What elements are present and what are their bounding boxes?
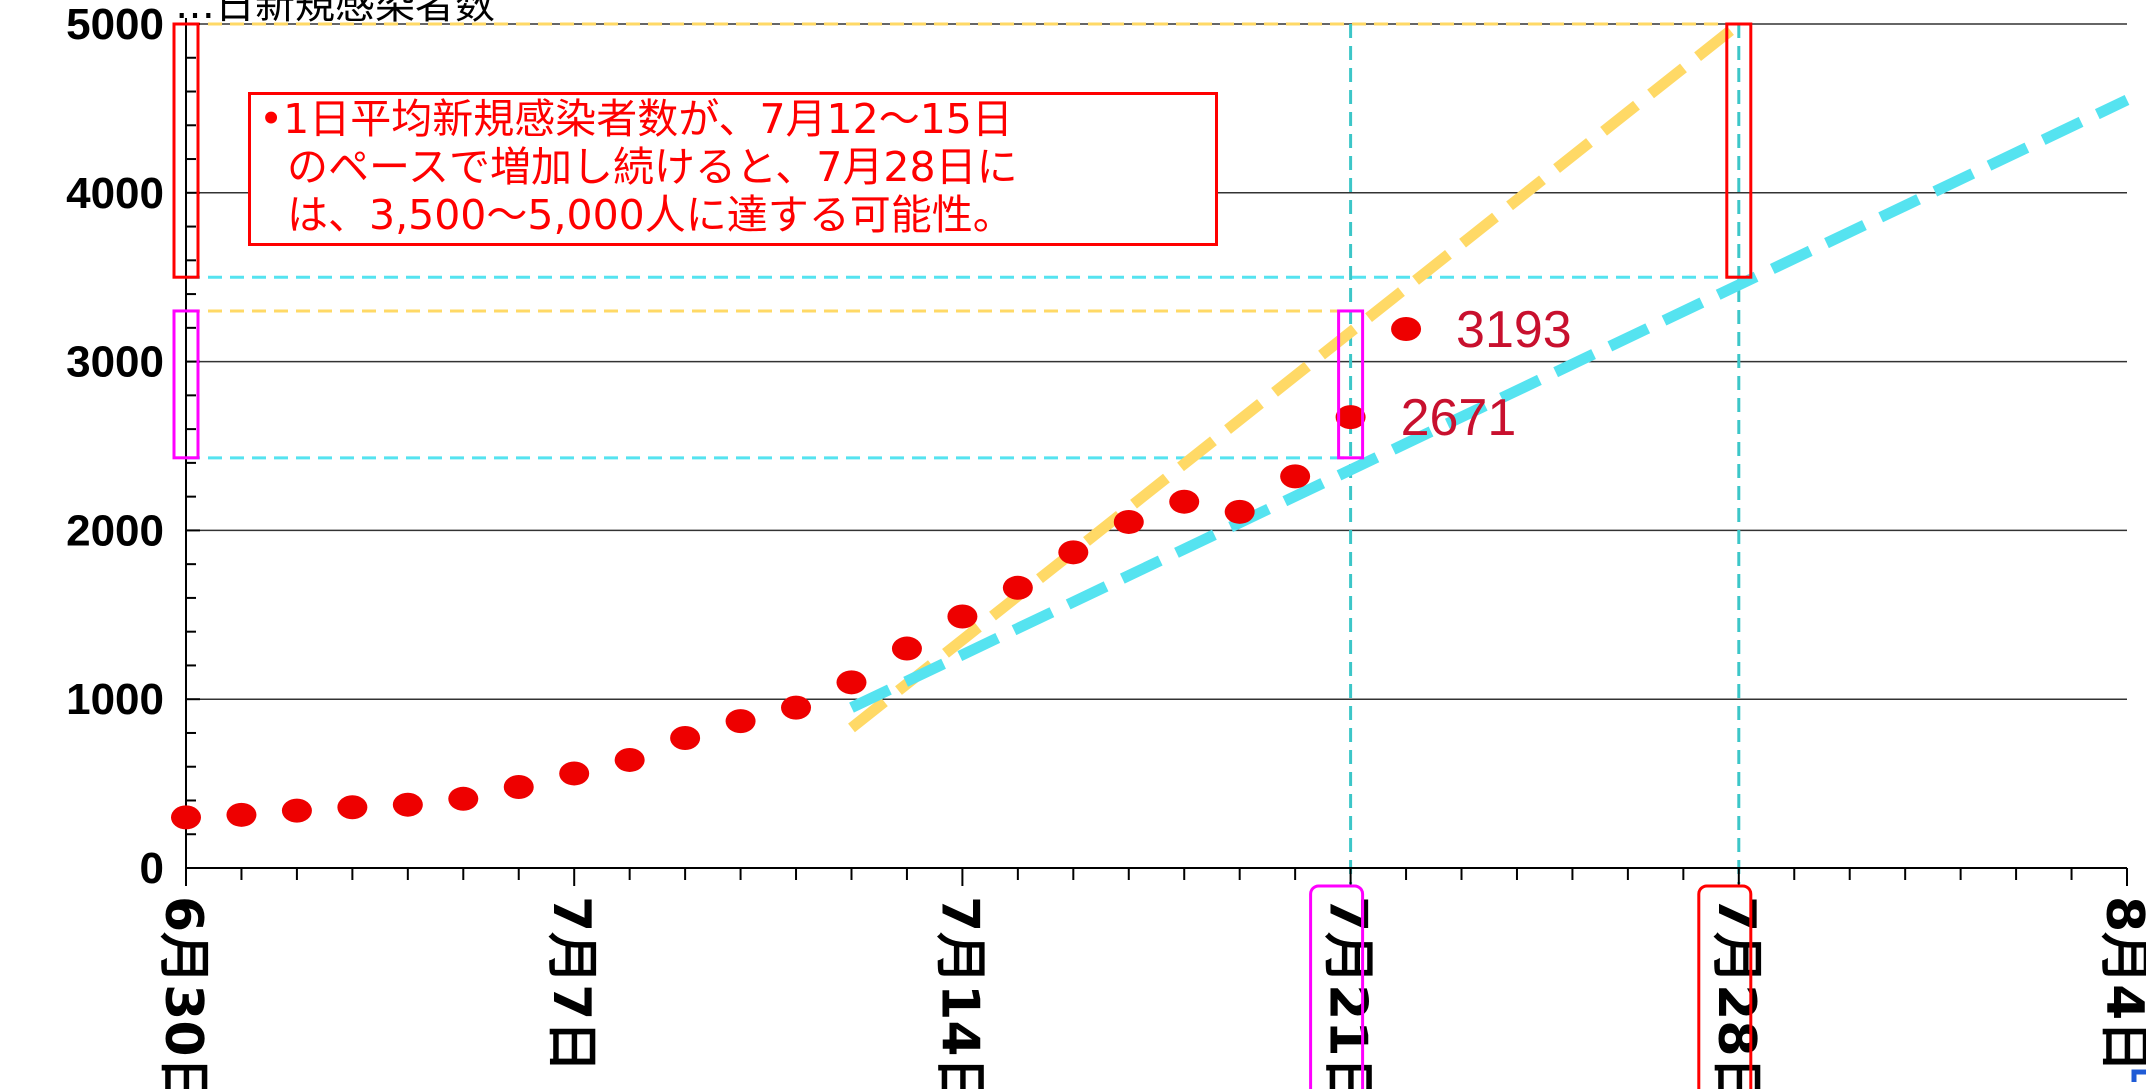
y-tick-label: 2000 xyxy=(66,506,164,555)
annotation-line-2: のペースで増加し続けると、7月28日に xyxy=(287,143,1018,191)
data-point xyxy=(781,695,812,720)
data-label-3193: 3193 xyxy=(1456,301,1572,359)
data-point xyxy=(392,792,423,817)
data-point xyxy=(1002,575,1033,600)
x-label-highlight-7/21 xyxy=(1309,884,1365,1089)
data-point xyxy=(725,709,756,734)
corner-mark xyxy=(2131,1069,2146,1082)
data-point xyxy=(337,795,368,820)
data-point xyxy=(226,802,257,827)
data-point xyxy=(947,604,978,629)
data-point xyxy=(1391,317,1422,342)
range-highlight-box xyxy=(172,309,200,460)
x-tick-label: 7月7日 xyxy=(541,896,601,1072)
data-point xyxy=(1280,464,1311,489)
data-point xyxy=(281,798,312,823)
data-point xyxy=(1224,499,1255,524)
data-point xyxy=(559,761,590,786)
x-tick-label: 6月30日 xyxy=(153,896,213,1089)
y-tick-label: 5000 xyxy=(66,0,164,49)
data-label-2671: 2671 xyxy=(1401,389,1517,447)
range-highlight-box xyxy=(172,22,200,279)
range-highlight-box xyxy=(1725,22,1753,279)
trend-line-1 xyxy=(848,19,1743,733)
data-point xyxy=(1335,405,1366,430)
data-point xyxy=(891,636,922,661)
x-tick-label: 7月21日 xyxy=(1318,896,1378,1089)
x-tick-label: 7月14日 xyxy=(929,896,989,1089)
x-label-highlight-7/28 xyxy=(1697,884,1753,1089)
data-point xyxy=(670,726,701,751)
data-point xyxy=(1169,489,1200,514)
data-point xyxy=(503,774,534,799)
x-tick-label: 7月28日 xyxy=(1706,896,1766,1089)
data-point xyxy=(614,747,645,772)
trend-line-2 xyxy=(849,94,2130,713)
x-tick-label: 8月4日 xyxy=(2094,896,2146,1072)
annotation-line-1: •1日平均新規感染者数が、7月12～15日 xyxy=(259,95,1013,143)
annotation-box: •1日平均新規感染者数が、7月12～15日 のペースで増加し続けると、7月28日… xyxy=(248,92,1218,246)
y-tick-label: 1000 xyxy=(66,675,164,724)
y-tick-label: 3000 xyxy=(66,338,164,387)
data-point xyxy=(1113,509,1144,534)
range-highlight-box xyxy=(1337,309,1365,460)
y-tick-label: 4000 xyxy=(66,169,164,218)
annotation-line-3: は、3,500～5,000人に達する可能性。 xyxy=(287,191,1014,239)
data-point xyxy=(171,805,201,830)
y-tick-label: 0 xyxy=(140,844,164,893)
data-point xyxy=(448,786,479,811)
data-point xyxy=(1058,540,1089,565)
data-point xyxy=(836,670,867,695)
